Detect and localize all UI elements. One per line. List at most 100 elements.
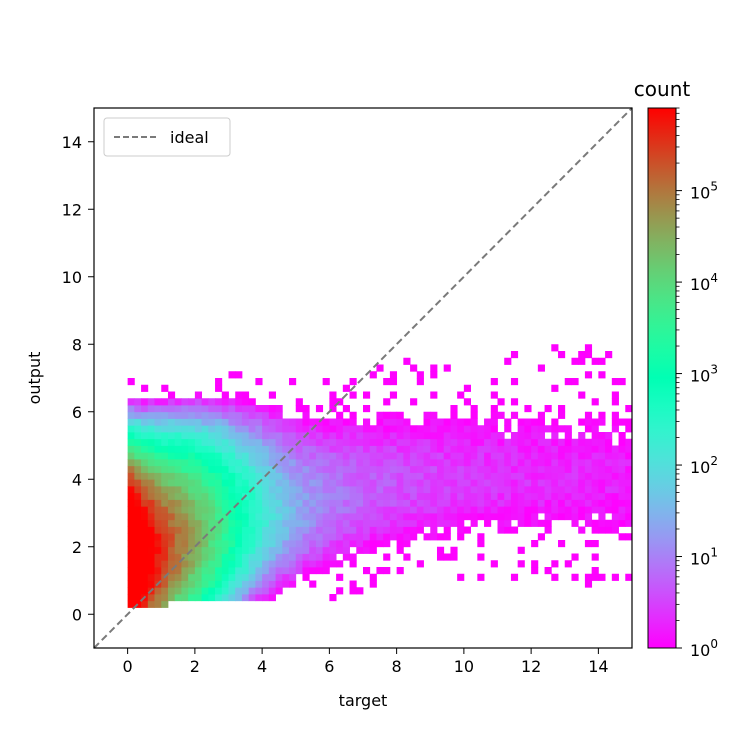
heatmap-cell xyxy=(147,533,155,541)
heatmap-cell xyxy=(403,472,411,480)
heatmap-cell xyxy=(605,452,613,460)
heatmap-cell xyxy=(282,425,290,433)
heatmap-cell xyxy=(221,459,229,467)
heatmap-cell xyxy=(463,459,471,467)
heatmap-cell xyxy=(477,553,485,561)
heatmap-cell xyxy=(436,479,445,487)
heatmap-cell xyxy=(537,499,545,507)
heatmap-cell xyxy=(302,452,310,460)
heatmap-cell xyxy=(625,533,633,541)
heatmap-cell xyxy=(463,384,471,392)
heatmap-cell xyxy=(430,452,438,460)
heatmap-cell xyxy=(329,486,337,494)
heatmap-cell xyxy=(457,465,465,473)
heatmap-cell xyxy=(430,472,438,480)
heatmap-cell xyxy=(167,560,176,568)
heatmap-cell xyxy=(127,459,135,467)
heatmap-cell xyxy=(167,438,176,446)
heatmap-cell xyxy=(416,472,424,480)
heatmap-cell xyxy=(584,425,593,433)
heatmap-cell xyxy=(342,499,350,507)
heatmap-cell xyxy=(591,452,599,460)
heatmap-cell xyxy=(544,452,552,460)
heatmap-cell xyxy=(517,513,525,521)
heatmap-cell xyxy=(410,438,418,446)
heatmap-cell xyxy=(315,465,324,473)
heatmap-cell xyxy=(470,519,478,527)
heatmap-cell xyxy=(315,425,324,433)
heatmap-cell xyxy=(369,445,377,453)
heatmap-cell xyxy=(537,438,545,446)
heatmap-cell xyxy=(248,411,256,419)
heatmap-cell xyxy=(591,479,599,487)
heatmap-cell xyxy=(537,486,545,494)
heatmap-cell xyxy=(416,526,424,534)
heatmap-cell xyxy=(551,445,559,453)
heatmap-cell xyxy=(618,486,626,494)
heatmap-cell xyxy=(174,486,182,494)
heatmap-cell xyxy=(477,445,485,453)
heatmap-cell xyxy=(167,573,176,581)
heatmap-cell xyxy=(181,398,189,406)
heatmap-cell xyxy=(141,432,149,440)
heatmap-cell xyxy=(241,526,250,534)
heatmap-cell xyxy=(470,438,478,446)
heatmap-cell xyxy=(315,438,324,446)
heatmap-cell xyxy=(241,459,250,467)
heatmap-cell xyxy=(141,459,149,467)
heatmap-cell xyxy=(329,459,337,467)
heatmap-cell xyxy=(127,472,135,480)
heatmap-cell xyxy=(457,425,465,433)
heatmap-cell xyxy=(127,398,135,406)
heatmap-cell xyxy=(201,519,209,527)
heatmap-cell xyxy=(524,425,532,433)
heatmap-cell xyxy=(591,398,599,406)
heatmap-cell xyxy=(531,472,539,480)
heatmap-cell xyxy=(430,459,438,467)
heatmap-cell xyxy=(147,479,155,487)
heatmap-cell xyxy=(544,438,552,446)
heatmap-cell xyxy=(215,533,223,541)
heatmap-cell xyxy=(477,486,485,494)
heatmap-cell xyxy=(517,438,525,446)
heatmap-cell xyxy=(423,499,431,507)
heatmap-cell xyxy=(497,526,505,534)
heatmap-cell xyxy=(410,506,418,514)
heatmap-cell xyxy=(188,506,196,514)
heatmap-cell xyxy=(484,452,492,460)
heatmap-cell xyxy=(423,506,431,514)
heatmap-cell xyxy=(181,445,189,453)
heatmap-cell xyxy=(336,452,344,460)
heatmap-cell xyxy=(410,445,418,453)
heatmap-cell xyxy=(510,398,519,406)
heatmap-cell xyxy=(517,432,525,440)
heatmap-cell xyxy=(208,533,216,541)
heatmap-cell xyxy=(430,526,438,534)
heatmap-cell xyxy=(228,438,236,446)
heatmap-cell xyxy=(255,405,263,413)
heatmap-cell xyxy=(248,594,256,602)
heatmap-cell xyxy=(201,492,209,500)
heatmap-cell xyxy=(302,479,310,487)
heatmap-cell xyxy=(161,384,169,392)
heatmap-cell xyxy=(174,472,182,480)
heatmap-cell xyxy=(356,438,364,446)
heatmap-cell xyxy=(268,526,276,534)
heatmap-cell xyxy=(235,465,243,473)
heatmap-cell xyxy=(329,492,337,500)
heatmap-cell xyxy=(248,573,256,581)
heatmap-cell xyxy=(181,459,189,467)
heatmap-cell xyxy=(221,573,229,581)
heatmap-cell xyxy=(336,519,344,527)
heatmap-cell xyxy=(524,445,532,453)
heatmap-cell xyxy=(410,492,418,500)
heatmap-cell xyxy=(275,405,283,413)
heatmap-cell xyxy=(490,459,498,467)
heatmap-cell xyxy=(289,546,297,554)
heatmap-cell xyxy=(369,425,377,433)
heatmap-cell xyxy=(289,513,297,521)
heatmap-cell xyxy=(625,445,633,453)
heatmap-cell xyxy=(537,492,545,500)
heatmap-cell xyxy=(369,540,377,548)
heatmap-cell xyxy=(430,445,438,453)
